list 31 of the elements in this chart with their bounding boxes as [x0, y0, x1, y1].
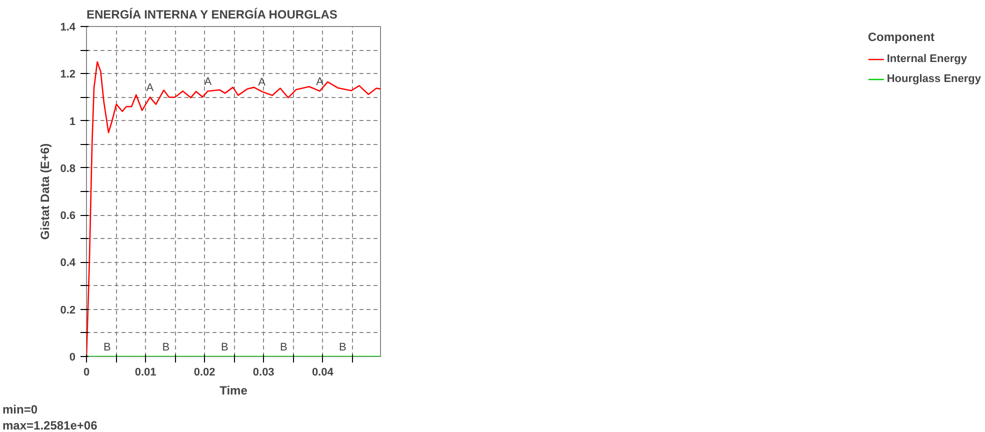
y-tick-label: 1.2	[60, 68, 76, 81]
annotation: B	[339, 342, 346, 354]
y-tick-label: 0.8	[60, 162, 76, 175]
x-axis-title: Time	[220, 384, 248, 398]
annotation: A	[316, 76, 324, 88]
legend-label: Internal Energy	[886, 53, 967, 65]
text: min=0	[2, 402, 38, 416]
x-tick-label: 0.03	[252, 366, 274, 378]
annotation: B	[103, 342, 111, 354]
annotation: B	[280, 342, 288, 354]
x-tick-label: 0	[83, 366, 90, 378]
y-tick-label: 0.2	[60, 304, 76, 316]
annotation: A	[146, 82, 154, 94]
chart-title: ENERGÍA INTERNA Y ENERGÍA HOURGLAS	[86, 8, 338, 22]
annotation: A	[258, 76, 266, 89]
annotation: B	[220, 342, 228, 354]
legend-label: Hourglass Energy	[886, 73, 981, 85]
text: max=1.2581e+06	[2, 418, 98, 432]
annotation: A	[204, 76, 212, 88]
y-tick-label: 0	[69, 352, 76, 364]
y-tick-label: 0.4	[60, 257, 76, 270]
y-tick-label: 0.6	[60, 210, 76, 222]
legend-title: Component	[868, 30, 936, 44]
y-axis-title: Gistat Data (E+6)	[38, 143, 52, 240]
y-tick-label: 1	[69, 116, 76, 128]
line-series	[86, 61, 380, 356]
y-tick-label: 1.4	[60, 22, 76, 34]
annotation: B	[162, 342, 170, 354]
x-tick-label: 0.04	[312, 366, 334, 378]
x-tick-label: 0.01	[134, 366, 156, 378]
x-tick-label: 0.02	[194, 366, 216, 378]
